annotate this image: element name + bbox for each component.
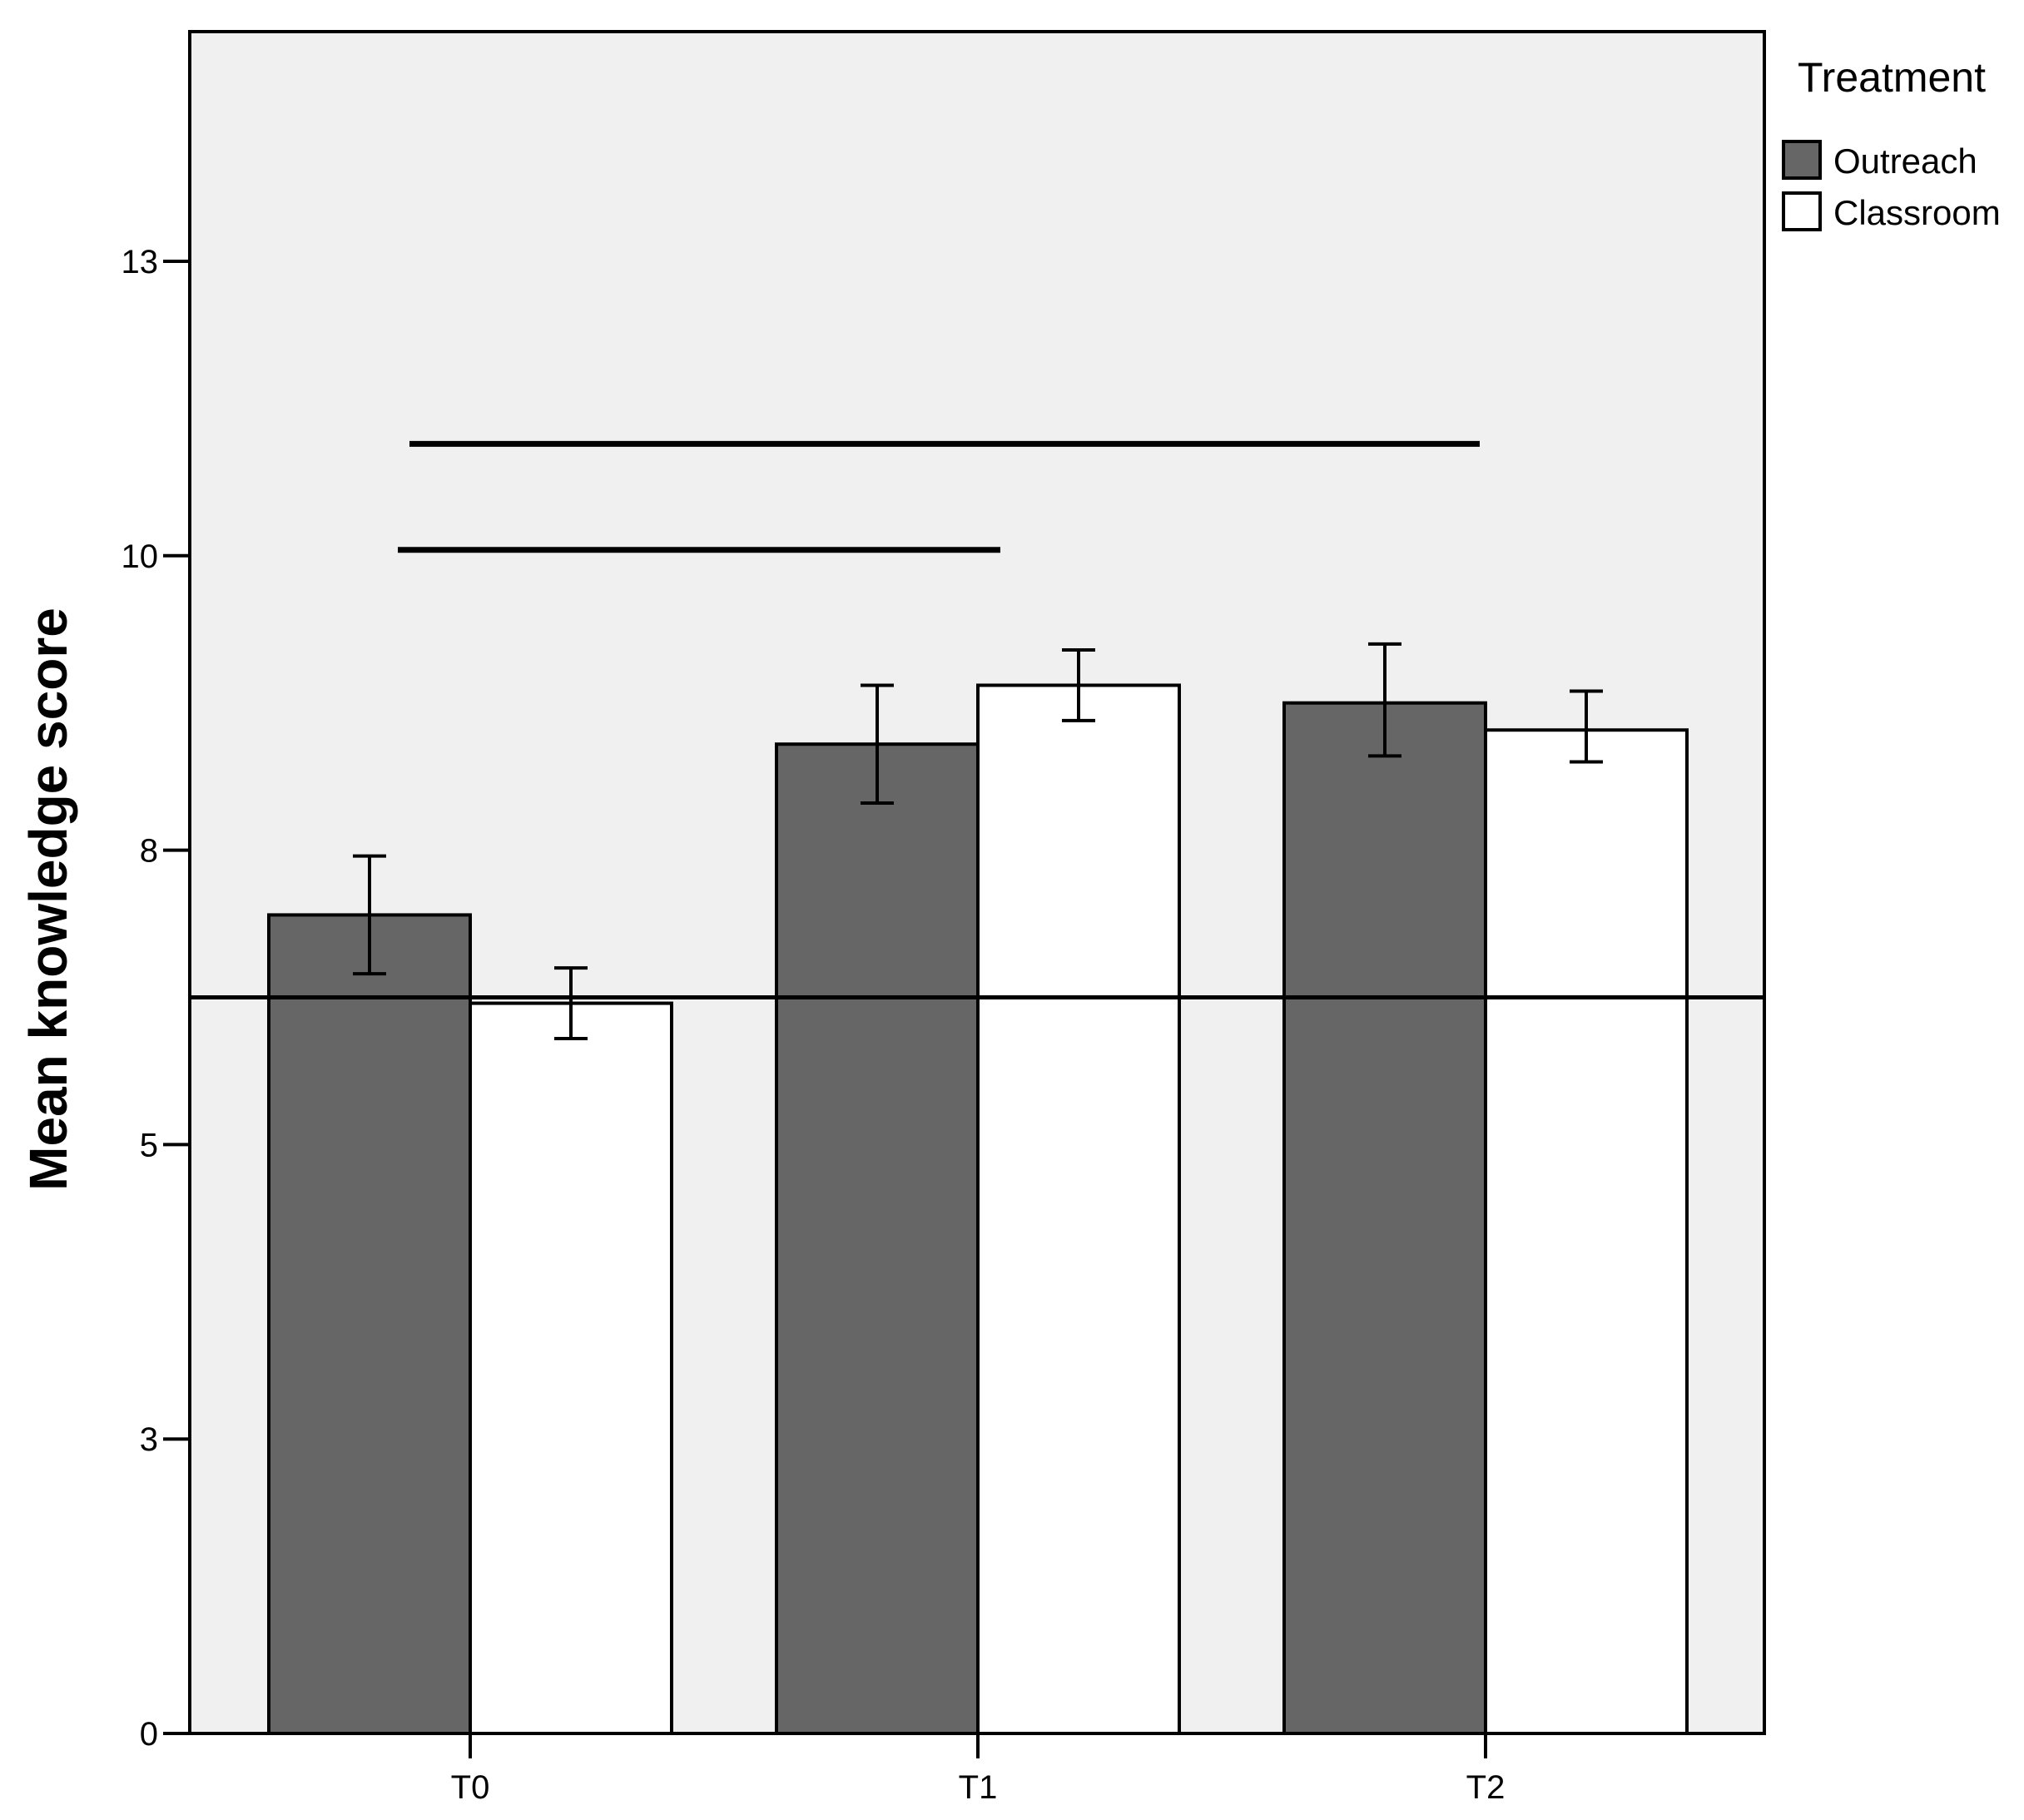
y-tick-label: 5 — [140, 1127, 158, 1163]
x-tick-label: T2 — [1466, 1769, 1506, 1806]
bar-classroom-t0 — [469, 1001, 673, 1735]
bar-outreach-t0 — [267, 913, 472, 1735]
bar-outreach-t1 — [775, 742, 980, 1735]
legend-label-outreach: Outreach — [1833, 141, 1977, 181]
legend-title: Treatment — [1798, 54, 1986, 101]
x-tick-label: T0 — [451, 1769, 490, 1806]
legend-label-classroom: Classroom — [1833, 193, 2001, 232]
bar-classroom-t1 — [976, 683, 1181, 1735]
y-axis-label: Mean knowledge score — [18, 607, 78, 1191]
y-tick-label: 0 — [140, 1716, 158, 1753]
legend-swatch-classroom — [1782, 191, 1822, 231]
x-tick-label: T1 — [959, 1769, 998, 1806]
y-tick-label: 3 — [140, 1421, 158, 1458]
y-tick-label: 10 — [122, 538, 159, 575]
bar-outreach-t2 — [1282, 701, 1487, 1735]
y-tick-label: 8 — [140, 833, 158, 870]
y-tick-label: 13 — [122, 244, 159, 280]
legend-swatch-outreach — [1782, 140, 1822, 180]
bar-classroom-t2 — [1484, 728, 1689, 1735]
